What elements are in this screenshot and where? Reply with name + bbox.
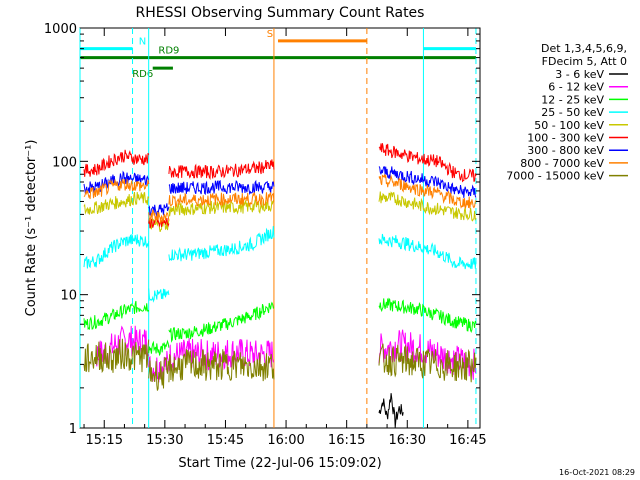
series-8 <box>83 338 477 391</box>
legend-header-line-2: FDecim 5, Att 0 <box>542 55 627 68</box>
series-6-trace-2 <box>168 179 275 196</box>
series-layer <box>83 143 477 428</box>
x-tick-label-3: 16:00 <box>267 433 304 448</box>
series-3-trace-1 <box>148 288 170 303</box>
series-7-trace-3 <box>378 173 477 209</box>
legend-label-5: 100 - 300 keV <box>527 132 604 145</box>
x-tick-label-1: 15:30 <box>146 433 183 448</box>
y-tick-label-2: 100 <box>52 155 77 170</box>
legend-label-6: 300 - 800 keV <box>527 144 604 157</box>
legend-header-line-1: Det 1,3,4,5,6,9, <box>541 42 627 55</box>
x-tick-label-2: 15:45 <box>207 433 244 448</box>
y-tick-label-3: 1000 <box>44 22 77 37</box>
x-axis-label: Start Time (22-Jul-06 15:09:02) <box>178 456 381 471</box>
legend-label-2: 12 - 25 keV <box>541 93 604 106</box>
series-5-trace-1 <box>148 215 170 229</box>
series-3-trace-2 <box>168 225 275 262</box>
legend: Det 1,3,4,5,6,9, FDecim 5, Att 0 3 - 6 k… <box>506 42 628 183</box>
status-flags: N S RD9 RD6 <box>80 29 476 80</box>
series-1-trace-2 <box>168 338 274 372</box>
series-4-trace-2 <box>168 199 275 217</box>
series-7-trace-1 <box>148 208 170 224</box>
legend-label-1: 6 - 12 keV <box>548 81 604 94</box>
series-1-trace-0 <box>95 325 150 368</box>
legend-label-8: 7000 - 15000 keV <box>506 170 604 183</box>
y-tick-label-1: 10 <box>60 289 77 304</box>
series-6-trace-1 <box>148 203 170 217</box>
series-8-trace-1 <box>148 356 170 391</box>
series-4 <box>83 191 477 233</box>
chart-title: RHESSI Observing Summary Count Rates <box>136 5 425 21</box>
series-0-trace-0 <box>378 393 404 428</box>
flag-label-rd6: RD6 <box>132 69 153 80</box>
series-6-trace-3 <box>378 166 477 198</box>
series-5-trace-0 <box>83 149 150 177</box>
series-8-trace-3 <box>378 343 477 383</box>
series-7-trace-2 <box>168 192 275 208</box>
flag-label-s: S <box>267 29 273 40</box>
series-2-trace-1 <box>148 339 170 357</box>
timestamp: 16-Oct-2021 08:29 <box>559 468 635 477</box>
series-2-trace-3 <box>378 297 477 334</box>
axes: 15:15 15:30 15:45 16:00 16:15 16:30 16:45 1 10 10… <box>44 22 487 448</box>
x-tick-label-5: 16:30 <box>389 433 426 448</box>
y-tick-label-0: 1 <box>69 422 77 437</box>
series-5 <box>83 143 477 229</box>
series-8-trace-2 <box>168 349 275 383</box>
series-2-trace-2 <box>168 301 275 343</box>
series-2 <box>83 297 477 357</box>
series-3-trace-3 <box>378 233 477 270</box>
legend-label-3: 25 - 50 keV <box>541 106 604 119</box>
series-4-trace-0 <box>83 191 150 215</box>
series-5-trace-3 <box>378 143 477 183</box>
series-2-trace-0 <box>83 300 150 330</box>
series-6 <box>83 166 477 217</box>
legend-label-7: 800 - 7000 keV <box>520 157 604 170</box>
x-tick-label-6: 16:45 <box>449 433 486 448</box>
time-markers <box>79 28 477 428</box>
x-tick-label-4: 16:15 <box>328 433 365 448</box>
series-5-trace-2 <box>168 159 275 180</box>
plot-frame <box>79 27 481 429</box>
legend-label-4: 50 - 100 keV <box>534 119 604 132</box>
series-4-trace-3 <box>378 191 477 222</box>
series-3 <box>83 225 477 303</box>
series-8-trace-0 <box>83 338 150 374</box>
flag-label-n: N <box>139 37 146 48</box>
legend-label-0: 3 - 6 keV <box>555 68 604 81</box>
series-7-trace-0 <box>83 178 150 200</box>
y-axis-label: Count Rate (s⁻¹ detector⁻¹) <box>24 140 39 317</box>
flag-label-rd9: RD9 <box>158 46 179 57</box>
series-0 <box>378 393 404 428</box>
series-7 <box>83 173 477 224</box>
x-tick-label-0: 15:15 <box>86 433 123 448</box>
series-3-trace-0 <box>83 234 150 269</box>
